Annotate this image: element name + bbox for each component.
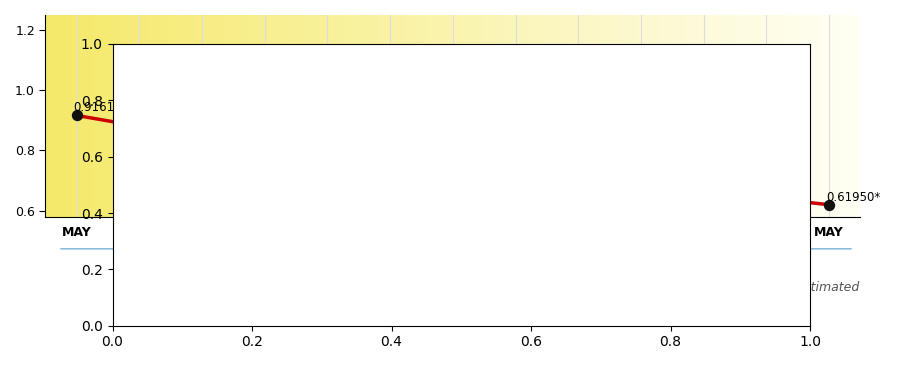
Text: 2019: 2019 bbox=[686, 254, 721, 268]
Text: 0.66690: 0.66690 bbox=[700, 176, 749, 190]
Text: 0.67960: 0.67960 bbox=[512, 173, 561, 186]
Point bbox=[132, 123, 147, 129]
Text: 2018: 2018 bbox=[278, 254, 314, 268]
Text: 1.05890: 1.05890 bbox=[321, 59, 370, 71]
Text: 0.95920: 0.95920 bbox=[387, 89, 436, 101]
Point bbox=[697, 187, 711, 193]
Point bbox=[822, 202, 836, 208]
Text: 0.91610: 0.91610 bbox=[74, 101, 122, 115]
Point bbox=[320, 70, 335, 75]
Text: 0.67200: 0.67200 bbox=[638, 175, 686, 188]
Point bbox=[634, 186, 648, 192]
Text: 0.64200: 0.64200 bbox=[763, 202, 812, 215]
Point bbox=[195, 106, 210, 112]
Text: 0.88000: 0.88000 bbox=[140, 130, 187, 143]
Text: 0.97490: 0.97490 bbox=[262, 102, 310, 115]
Text: 0.61950*: 0.61950* bbox=[826, 191, 880, 203]
Text: 0.74690: 0.74690 bbox=[450, 152, 499, 165]
Point bbox=[571, 188, 585, 194]
Point bbox=[446, 164, 460, 169]
Point bbox=[759, 195, 773, 201]
Point bbox=[383, 100, 398, 105]
Point bbox=[508, 184, 523, 190]
Text: *Estimated: *Estimated bbox=[791, 281, 860, 294]
Point bbox=[69, 112, 84, 118]
Point bbox=[257, 95, 272, 101]
Text: 0.93860: 0.93860 bbox=[199, 95, 248, 108]
Text: 0.66580: 0.66580 bbox=[575, 195, 624, 208]
